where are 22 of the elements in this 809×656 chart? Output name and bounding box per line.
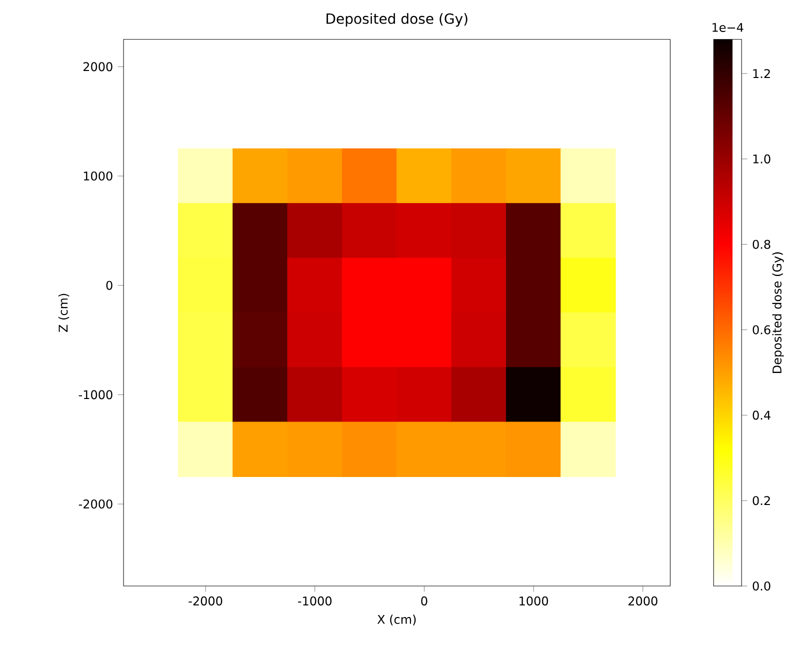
x-tick-label: 0 <box>421 596 428 606</box>
y-tick-label: -2000 <box>78 499 112 509</box>
color-bar-label: 0.4 <box>752 410 770 420</box>
text: 1e−4 <box>712 23 744 32</box>
x-tick-label: 1000 <box>520 596 548 606</box>
x-axis-title: X (cm) <box>377 614 416 626</box>
y-axis-title: Z (cm) <box>58 294 70 332</box>
y-tick-label: 0 <box>106 280 112 290</box>
x-tick-label: -2000 <box>188 596 222 606</box>
chart-title: Deposited dose (Gy) <box>326 13 468 27</box>
x-tick-label: 2000 <box>628 596 658 606</box>
color-bar-label: 0.2 <box>752 496 770 506</box>
y-tick-label: 1000 <box>84 171 112 181</box>
color-bar-title: Deposited dose (Gy) <box>772 252 784 373</box>
color-bar-label: 0.8 <box>752 240 770 249</box>
x-tick-label: -1000 <box>298 596 332 606</box>
color-bar-label: 1.2 <box>753 69 770 78</box>
color-bar-label: 0.6 <box>752 325 770 334</box>
color-bar-label: 1.0 <box>753 154 770 164</box>
color-bar-label: 0.0 <box>752 581 770 591</box>
y-tick-label: 2000 <box>83 62 112 72</box>
y-tick-label: -1000 <box>78 390 112 400</box>
